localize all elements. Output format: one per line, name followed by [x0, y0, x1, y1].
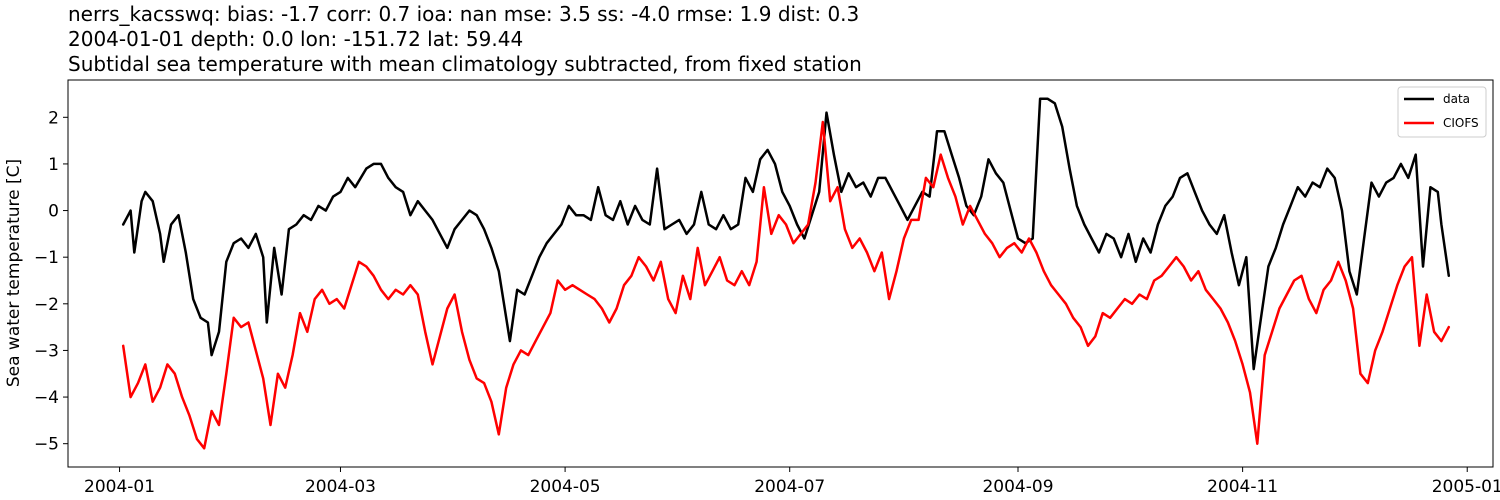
series-layer — [121, 97, 1451, 450]
y-tick-label: −1 — [34, 248, 59, 268]
chart-title-location: 2004-01-01 depth: 0.0 lon: -151.72 lat: … — [68, 27, 524, 51]
legend: data CIOFS — [1397, 86, 1487, 138]
y-tick-label: 2 — [48, 108, 59, 128]
y-tick-label: −4 — [34, 388, 59, 408]
y-tick-label: 0 — [48, 202, 59, 222]
series-line-ciofs — [121, 120, 1451, 450]
series-line-data — [121, 97, 1451, 371]
x-tick-label: 2004-11 — [1207, 477, 1278, 497]
x-tick-label: 2004-05 — [530, 477, 601, 497]
legend-label-ciofs: CIOFS — [1443, 116, 1479, 130]
y-axis: 2 1 0 −1 −2 −3 −4 −5 — [34, 108, 68, 455]
chart-title-description: Subtidal sea temperature with mean clima… — [68, 52, 862, 76]
y-tick-label: 1 — [48, 155, 59, 175]
chart-title-stats: nerrs_kacsswq: bias: -1.7 corr: 0.7 ioa:… — [68, 2, 860, 26]
chart-title-block: nerrs_kacsswq: bias: -1.7 corr: 0.7 ioa:… — [68, 2, 862, 77]
y-axis-label: Sea water temperature [C] — [4, 159, 24, 387]
y-tick-label: −2 — [34, 295, 59, 315]
x-tick-label: 2004-03 — [305, 477, 376, 497]
x-tick-label: 2005-01 — [1432, 477, 1500, 497]
x-tick-label: 2004-01 — [84, 477, 155, 497]
x-tick-label: 2004-09 — [982, 477, 1053, 497]
x-tick-label: 2004-07 — [754, 477, 825, 497]
y-tick-label: −3 — [34, 341, 59, 361]
legend-label-data: data — [1443, 92, 1470, 106]
x-axis: 2004-01 2004-03 2004-05 2004-07 2004-09 2004-… — [84, 467, 1500, 497]
y-tick-label: −5 — [34, 435, 59, 455]
plot-frame — [67, 79, 1494, 468]
